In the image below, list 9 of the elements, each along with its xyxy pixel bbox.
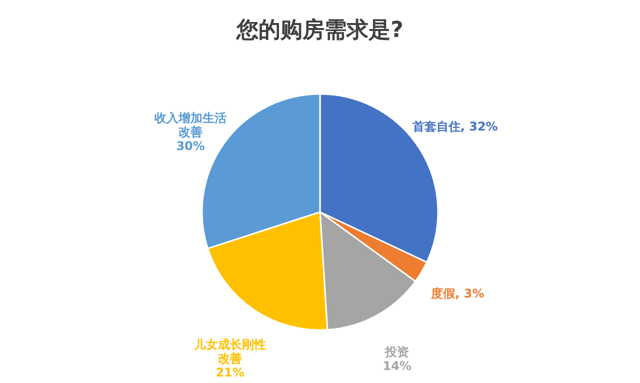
slice-label: 投资 (384, 345, 410, 360)
chart-title: 您的购房需求是? (236, 17, 404, 43)
slice-label: 度假, 3% (430, 286, 484, 300)
slice-label: 收入增加生活改善 (154, 110, 227, 139)
slice-label: 儿女成长刚性改善 (193, 337, 266, 366)
data-label: 21% (216, 365, 244, 380)
slice-label: 首套自住, 32% (411, 119, 498, 134)
data-label: 30% (176, 138, 205, 153)
data-label: 14% (382, 359, 412, 374)
